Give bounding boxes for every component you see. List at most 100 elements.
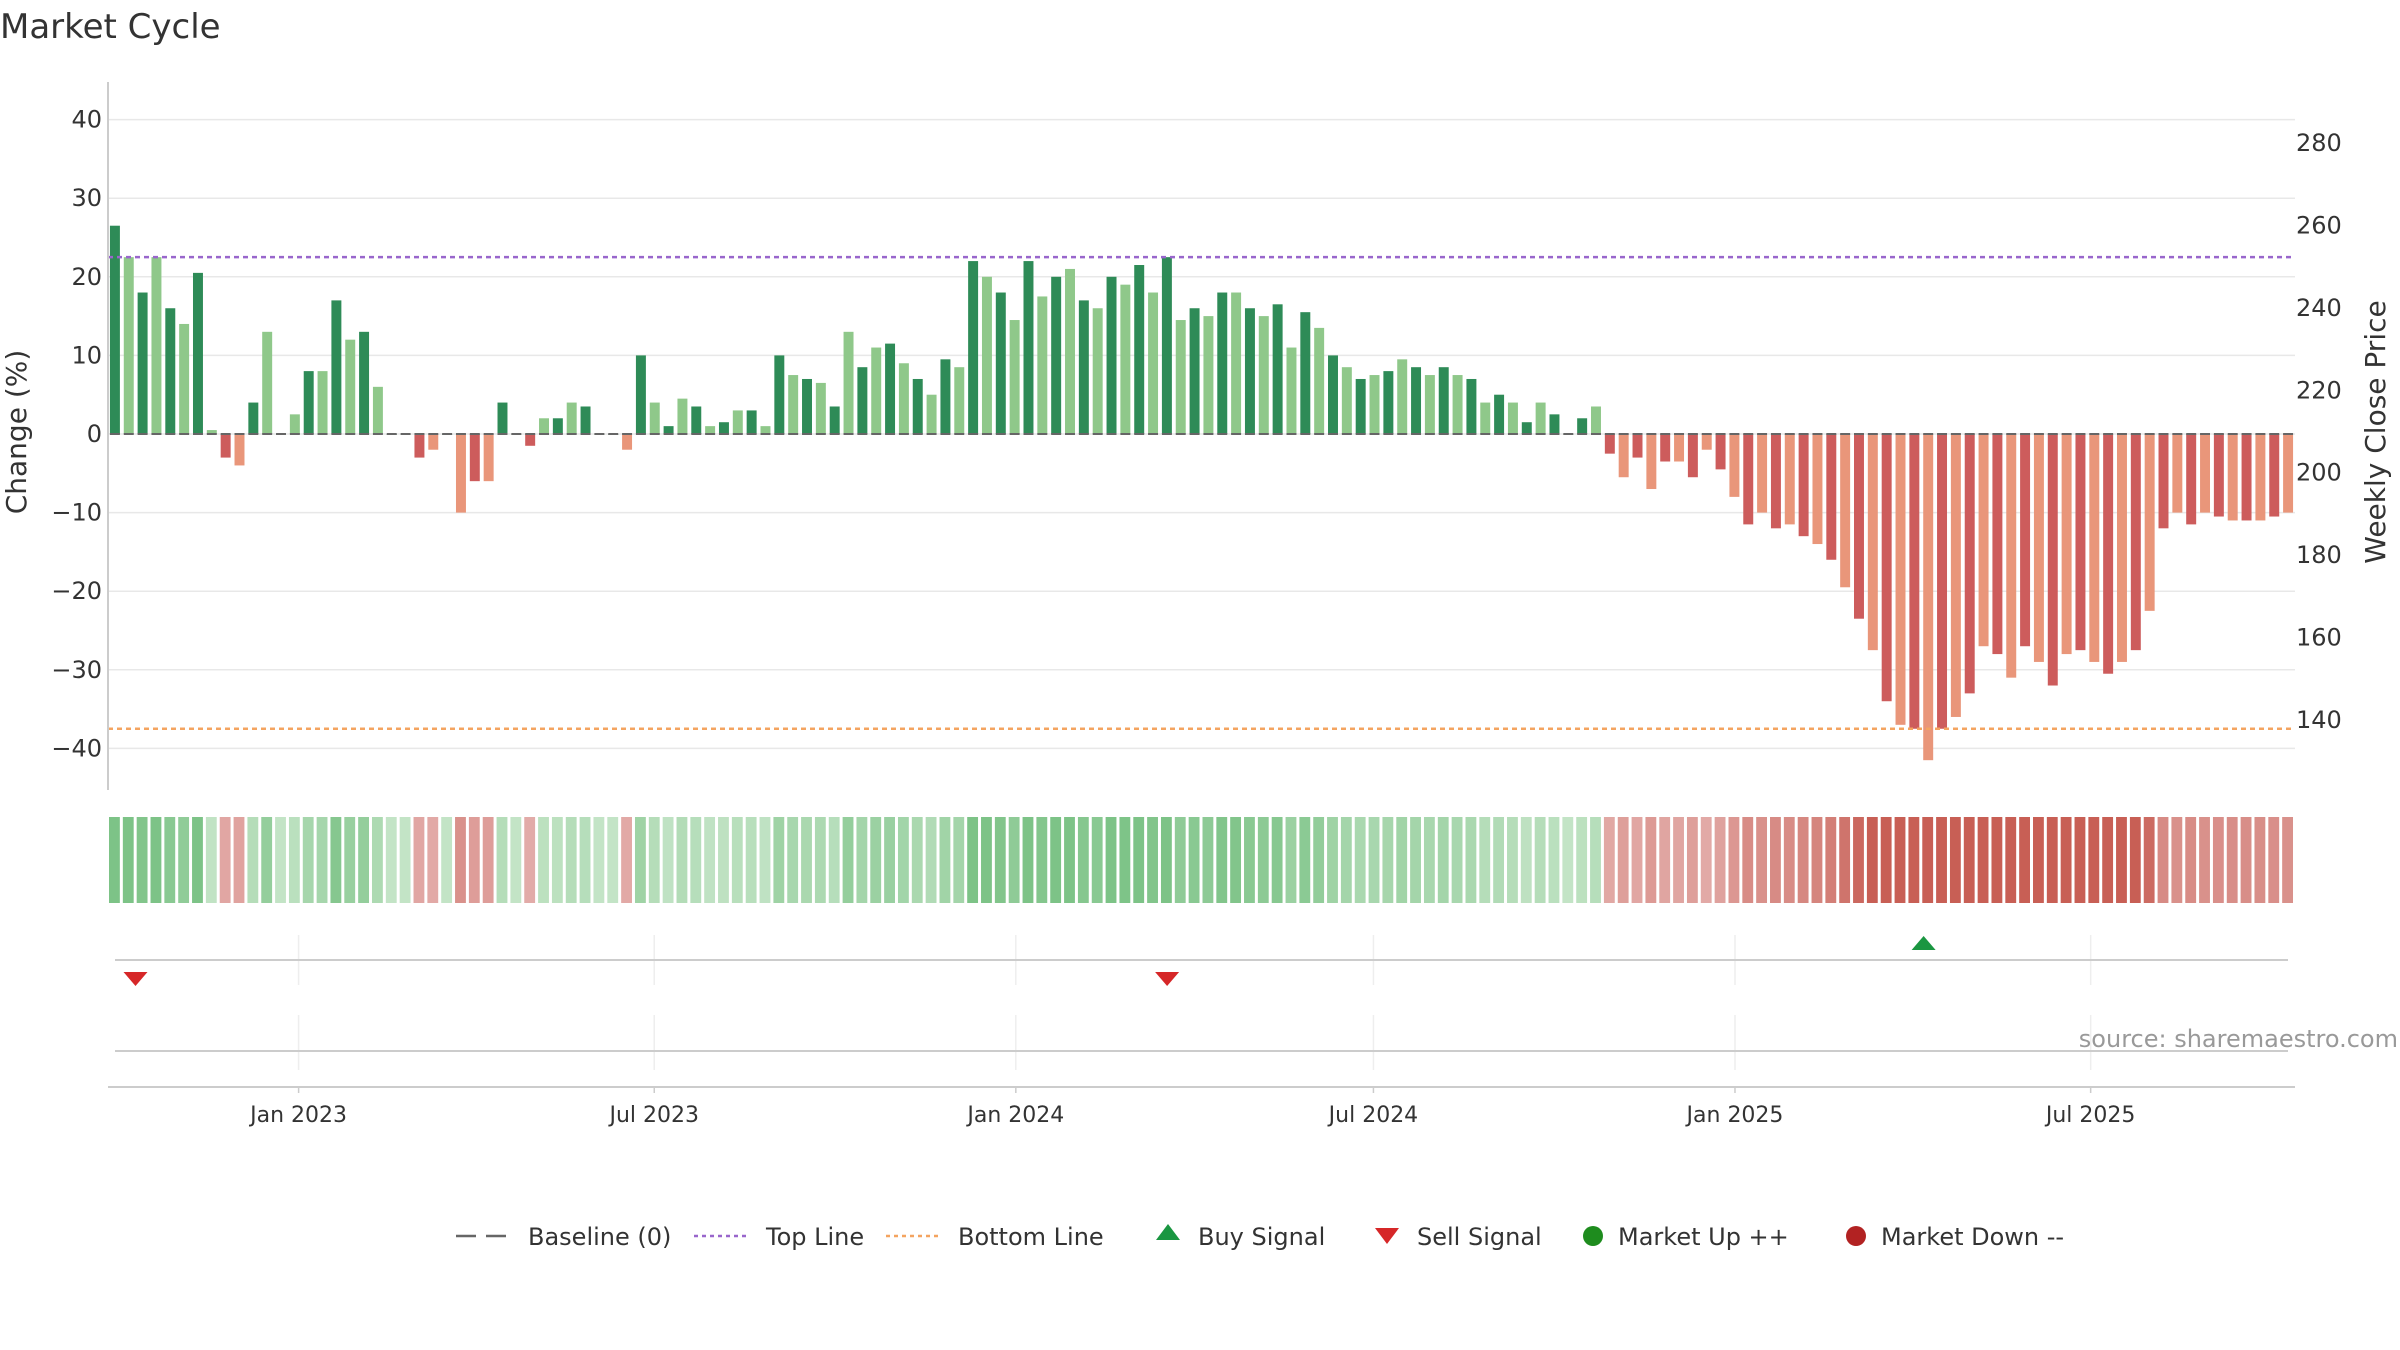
bar [829,406,840,434]
strip-cell [1064,817,1075,903]
green-circle-icon [1583,1226,1603,1246]
strip-cell [1659,817,1671,903]
y2-axis-title: Weekly Close Price [2359,300,2392,563]
bar [1701,434,1712,450]
bar [1632,434,1643,458]
y-tick-label: 10 [71,341,102,369]
bar [1494,394,1505,434]
bar [926,394,937,434]
bar [1231,292,1242,434]
chart-title: Market Cycle [0,7,221,47]
strip-cell [316,817,328,903]
strip-cell [1686,817,1698,903]
source-text: source: sharemaestro.com [2079,1025,2398,1053]
bar [2061,434,2072,655]
bar [1065,268,1075,434]
bar [317,371,328,434]
strip-cell [1756,817,1768,903]
legend-item: Buy Signal [1156,1223,1325,1251]
bar [2227,434,2238,521]
legend-item: Top Line [694,1223,864,1251]
bar [2158,434,2169,529]
bar [898,363,909,434]
strip-cell [1949,817,1961,903]
strip-cell [1050,817,1062,903]
bar [1660,434,1671,462]
legend-label: Market Up ++ [1618,1223,1789,1251]
bar [1646,434,1657,490]
bar [649,402,660,434]
strip-cell [718,817,729,903]
bar [1854,434,1864,619]
strip-cell [1603,817,1615,903]
strip-cell [2282,817,2293,903]
bar [2241,434,2252,521]
strip-cell [2116,817,2127,903]
bar [1300,312,1311,434]
bar [1549,414,1560,434]
date-tick-label: Jul 2024 [1327,1103,1419,1128]
strip-cell [1244,817,1255,903]
strip-cell [1410,817,1421,903]
strip-cell [787,817,799,903]
strip-cell [2240,817,2252,903]
bar [981,276,992,434]
y2-tick-label: 280 [2296,129,2342,157]
strip-cell [2019,817,2031,903]
bar [1715,434,1726,470]
strip-cell [371,817,383,903]
strip-cell [1977,817,1989,903]
bar [359,331,370,434]
legend-label: Sell Signal [1417,1223,1542,1251]
legend-item: Sell Signal [1375,1223,1542,1251]
strip-cell [1423,817,1435,903]
date-tick-label: Jan 2024 [965,1103,1064,1128]
bar [1923,434,1934,761]
strip-cell [1700,817,1712,903]
bar [1314,327,1325,434]
bar [289,414,300,434]
bar [1798,434,1809,537]
bar [663,426,674,434]
strip-cell [2268,817,2280,903]
bar [206,430,217,434]
bar [331,300,342,434]
bar [2089,434,2100,662]
bar [2033,434,2044,662]
bar [1328,355,1338,434]
strip-cell [2074,817,2086,903]
bar [455,434,466,513]
strip-cell [1174,817,1186,903]
strip-cell [1008,817,1020,903]
up-triangle-icon [1156,1224,1180,1240]
bar [1217,292,1228,434]
strip-cell [1520,817,1532,903]
strip-cell [2143,817,2155,903]
strip-cell [399,817,411,903]
strip-cell [1880,817,1892,903]
legend-label: Baseline (0) [528,1223,671,1251]
bar [137,292,148,434]
strip-cell [1493,817,1505,903]
bar [677,398,688,434]
strip-cell [1562,817,1574,903]
bar [1729,434,1740,497]
bar [2269,434,2280,517]
buy-signal-marker [1911,936,1936,950]
strip-cell [704,817,716,903]
strip-cell [2046,817,2058,903]
bar [1937,434,1948,729]
bar [151,257,162,434]
strip-cell [1396,817,1408,903]
bar [622,434,633,450]
bar [1992,434,2003,655]
bar [1521,422,1532,434]
legend-label: Top Line [765,1223,864,1251]
bar [1120,284,1131,434]
bar [1964,434,1975,694]
bar [912,378,923,434]
strip-cell [219,817,231,903]
bar [1591,406,1601,434]
strip-cell [1714,817,1726,903]
strip-cell [1022,817,1034,903]
